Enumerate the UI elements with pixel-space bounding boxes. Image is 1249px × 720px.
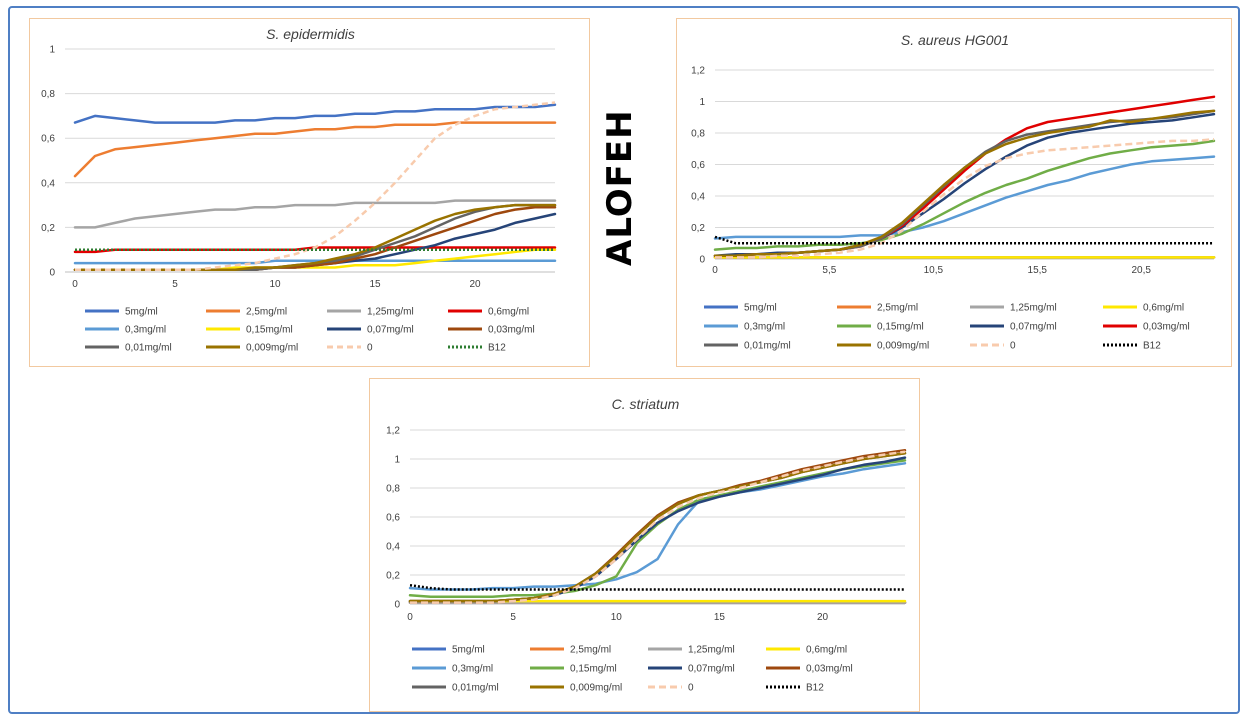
series-line bbox=[713, 109, 1216, 258]
y-tick-label: 0,4 bbox=[691, 192, 705, 203]
legend-label: 0,01mg/ml bbox=[125, 343, 172, 354]
legend-label: 1,25mg/ml bbox=[688, 645, 735, 656]
y-tick-label: 0,2 bbox=[41, 223, 55, 234]
x-tick-label: 20 bbox=[817, 612, 829, 623]
y-tick-label: 1 bbox=[699, 97, 705, 108]
y-tick-label: 0,8 bbox=[386, 484, 400, 495]
chart-title: S. aureus HG001 bbox=[901, 32, 1009, 48]
legend-label: 1,25mg/ml bbox=[1010, 303, 1057, 314]
y-tick-label: 0 bbox=[49, 268, 55, 279]
y-tick-label: 1 bbox=[49, 45, 55, 56]
legend-label: B12 bbox=[488, 343, 506, 354]
chart-panel-s-aureus: S. aureus HG001 0 0,2 0,4 0,6 0,8 1 1,2 0 5,5 10,5… bbox=[676, 18, 1232, 367]
legend-label: 5mg/ml bbox=[744, 303, 777, 314]
chart-title: S. epidermidis bbox=[266, 26, 355, 42]
legend-label: 0,3mg/ml bbox=[744, 322, 785, 333]
x-tick-label: 15 bbox=[369, 279, 381, 290]
legend-label: 0,07mg/ml bbox=[1010, 322, 1057, 333]
y-tick-label: 1,2 bbox=[386, 426, 400, 437]
legend-label: B12 bbox=[1143, 341, 1161, 352]
y-tick-label: 0,2 bbox=[386, 571, 400, 582]
series-line bbox=[75, 101, 556, 272]
series-line bbox=[713, 139, 1216, 251]
legend-label: 0,6mg/ml bbox=[806, 645, 847, 656]
x-tick-label: 20,5 bbox=[1131, 265, 1151, 276]
chart-title: C. striatum bbox=[612, 396, 680, 412]
y-tick-label: 1,2 bbox=[691, 66, 705, 77]
legend-label: 0,3mg/ml bbox=[125, 325, 166, 336]
series-line bbox=[408, 456, 907, 603]
legend-label: 0,01mg/ml bbox=[744, 341, 791, 352]
legend-label: 0,03mg/ml bbox=[806, 664, 853, 675]
x-tick-label: 10 bbox=[611, 612, 623, 623]
legend-label: 0 bbox=[688, 683, 694, 694]
legend-label: 0,009mg/ml bbox=[246, 343, 298, 354]
figure-frame bbox=[8, 6, 1240, 714]
legend-label: 0,15mg/ml bbox=[877, 322, 924, 333]
x-tick-label: 0 bbox=[72, 279, 78, 290]
y-tick-label: 0,6 bbox=[691, 160, 705, 171]
series-line bbox=[73, 259, 557, 265]
y-tick-label: 0,2 bbox=[691, 223, 705, 234]
y-tick-label: 0,8 bbox=[691, 129, 705, 140]
legend-label: 0,07mg/ml bbox=[367, 325, 414, 336]
chart-c-striatum: C. striatum 0 0,2 0,4 0,6 0,8 1 1,2 0 5 10 15 20 5mg/… bbox=[386, 396, 907, 694]
x-tick-label: 0 bbox=[712, 265, 718, 276]
x-tick-label: 5 bbox=[510, 612, 516, 623]
chart-panel-c-striatum: C. striatum 0 0,2 0,4 0,6 0,8 1 1,2 0 5 10 15 20 5mg/… bbox=[369, 378, 920, 712]
series-line bbox=[713, 112, 1216, 258]
legend-label: 0,15mg/ml bbox=[246, 325, 293, 336]
y-tick-label: 0 bbox=[699, 255, 705, 266]
legend-label: 1,25mg/ml bbox=[367, 307, 414, 318]
legend-label: 0,15mg/ml bbox=[570, 664, 617, 675]
legend-label: 0,03mg/ml bbox=[488, 325, 535, 336]
side-label: ALOFEH bbox=[600, 109, 640, 266]
chart-s-aureus: S. aureus HG001 0 0,2 0,4 0,6 0,8 1 1,2 0 5,5 10,5… bbox=[691, 32, 1216, 352]
series-line bbox=[714, 235, 1214, 245]
series-line bbox=[408, 451, 907, 603]
legend-label: 2,5mg/ml bbox=[246, 307, 287, 318]
legend-label: 0 bbox=[1010, 341, 1016, 352]
legend-label: 0,03mg/ml bbox=[1143, 322, 1190, 333]
x-tick-label: 10 bbox=[269, 279, 281, 290]
y-tick-label: 0,6 bbox=[386, 513, 400, 524]
legend-label: 0,3mg/ml bbox=[452, 664, 493, 675]
x-tick-label: 0 bbox=[407, 612, 413, 623]
x-tick-label: 20 bbox=[469, 279, 481, 290]
legend-label: 5mg/ml bbox=[125, 307, 158, 318]
x-tick-label: 5 bbox=[172, 279, 178, 290]
legend-label: 5mg/ml bbox=[452, 645, 485, 656]
series-line bbox=[409, 583, 905, 591]
y-tick-label: 0,6 bbox=[41, 134, 55, 145]
y-tick-label: 0,4 bbox=[41, 178, 55, 189]
legend-label: 0,6mg/ml bbox=[488, 307, 529, 318]
y-tick-label: 0,4 bbox=[386, 542, 400, 553]
legend-label: 0 bbox=[367, 343, 373, 354]
x-tick-label: 5,5 bbox=[822, 265, 836, 276]
y-tick-label: 1 bbox=[394, 455, 400, 466]
series-line bbox=[410, 450, 906, 604]
series-line bbox=[73, 121, 557, 178]
series-line bbox=[408, 459, 907, 599]
y-tick-label: 0 bbox=[394, 600, 400, 611]
x-tick-label: 15 bbox=[714, 612, 726, 623]
legend-label: 2,5mg/ml bbox=[877, 303, 918, 314]
legend-label: B12 bbox=[806, 683, 824, 694]
series-line bbox=[713, 155, 1216, 240]
x-tick-label: 15,5 bbox=[1028, 265, 1048, 276]
legend-label: 0,009mg/ml bbox=[570, 683, 622, 694]
x-tick-label: 10,5 bbox=[924, 265, 944, 276]
legend-label: 0,009mg/ml bbox=[877, 341, 929, 352]
series-line bbox=[408, 462, 907, 591]
legend-label: 0,07mg/ml bbox=[688, 664, 735, 675]
series-line bbox=[73, 199, 557, 229]
y-tick-label: 0,8 bbox=[41, 89, 55, 100]
legend-label: 2,5mg/ml bbox=[570, 645, 611, 656]
legend-label: 0,6mg/ml bbox=[1143, 303, 1184, 314]
series-line bbox=[73, 103, 557, 124]
series-line bbox=[715, 138, 1215, 259]
chart-panel-s-epidermidis: S. epidermidis 0 0,2 0,4 0,6 0,8 1 0 5 10 15 20 5mg/… bbox=[29, 18, 590, 367]
legend-label: 0,01mg/ml bbox=[452, 683, 499, 694]
